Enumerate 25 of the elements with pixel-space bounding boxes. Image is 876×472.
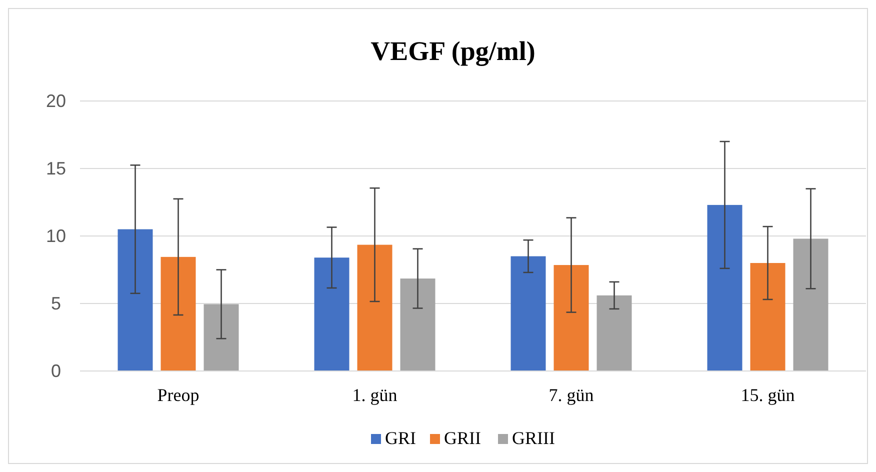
y-tick-label: 0	[50, 361, 62, 381]
bar	[510, 256, 546, 371]
y-tick-label: 5	[50, 294, 62, 314]
x-tick-label: Preop	[157, 385, 200, 405]
legend-label: GRIII	[512, 428, 555, 448]
chart-title: VEGF (pg/ml)	[370, 36, 536, 66]
bar	[596, 295, 632, 371]
bar	[750, 263, 786, 371]
bar	[204, 304, 239, 371]
y-tick-label: 15	[46, 158, 66, 178]
x-tick-label: 15. gün	[740, 385, 795, 405]
bar	[118, 229, 153, 371]
y-tick-label: 20	[46, 91, 66, 111]
x-tick-label: 1. gün	[352, 385, 398, 405]
bar	[707, 204, 742, 371]
bar	[357, 244, 392, 371]
legend-label: GRII	[444, 428, 481, 448]
bar	[793, 238, 828, 371]
x-tick-label: 7. gün	[548, 385, 594, 405]
legend-label: GRI	[385, 428, 416, 448]
y-tick-label: 10	[46, 226, 66, 246]
bar	[160, 256, 196, 371]
bar	[314, 258, 350, 371]
bar	[400, 278, 436, 371]
bar	[554, 265, 589, 371]
